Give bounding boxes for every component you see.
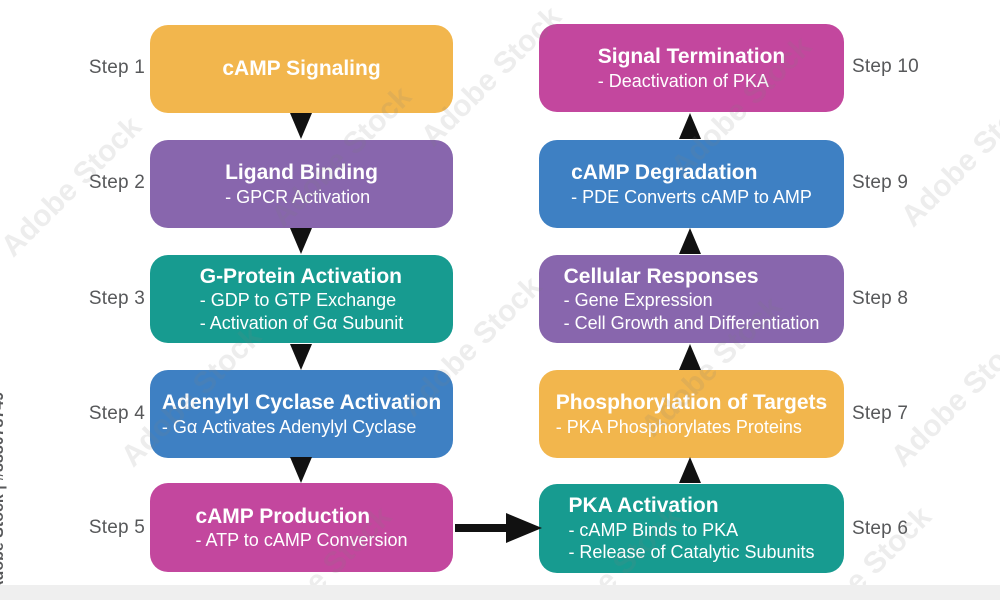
box-line: - ATP to cAMP Conversion (195, 530, 408, 551)
watermark-text: Adobe Stock (894, 80, 1000, 234)
flow-box-step-3: G-Protein Activation - GDP to GTP Exchan… (150, 255, 453, 343)
step-label-1: Step 1 (88, 57, 145, 78)
box-line: - cAMP Binds to PKA (568, 519, 739, 540)
flow-box-step-2: Ligand Binding - GPCR Activation (150, 140, 453, 228)
step-label-9: Step 9 (852, 172, 909, 193)
flow-box-step-5: cAMP Production - ATP to cAMP Conversion (150, 483, 453, 572)
arrow-up-icon (679, 344, 701, 370)
box-title: Ligand Binding (225, 161, 378, 185)
arrow-down-icon (290, 113, 312, 139)
flow-box-step-9: cAMP Degradation - PDE Converts cAMP to … (539, 140, 844, 228)
box-line: - Gα Activates Adenylyl Cyclase (161, 416, 417, 437)
arrow-up-icon (679, 113, 701, 139)
box-title: Phosphorylation of Targets (555, 391, 828, 415)
step-label-7: Step 7 (852, 403, 909, 424)
box-title: Cellular Responses (563, 264, 759, 288)
arrow-up-icon (679, 228, 701, 254)
box-line: - GDP to GTP Exchange (199, 290, 397, 311)
box-line: - PKA Phosphorylates Proteins (555, 416, 802, 437)
flow-box-step-7: Phosphorylation of Targets - PKA Phospho… (539, 370, 844, 458)
step-label-4: Step 4 (88, 403, 145, 424)
box-title: cAMP Degradation (571, 161, 758, 185)
bottom-watermark-band (0, 585, 1000, 600)
box-title: Signal Termination (597, 45, 786, 69)
arrow-down-icon (290, 228, 312, 254)
box-title: cAMP Signaling (222, 57, 381, 81)
step-label-6: Step 6 (852, 518, 909, 539)
box-line: - Activation of Gα Subunit (199, 312, 404, 333)
flow-box-step-1: cAMP Signaling (150, 25, 453, 113)
box-line: - Gene Expression (563, 290, 713, 311)
step-label-2: Step 2 (88, 172, 145, 193)
step-label-10: Step 10 (852, 56, 919, 77)
box-line: - PDE Converts cAMP to AMP (571, 186, 812, 207)
box-title: G-Protein Activation (199, 264, 402, 288)
box-line: - Release of Catalytic Subunits (568, 542, 815, 563)
box-title: cAMP Production (195, 504, 371, 528)
flow-box-step-8: Cellular Responses - Gene Expression - C… (539, 255, 844, 343)
step-label-5: Step 5 (88, 517, 145, 538)
box-title: PKA Activation (568, 494, 719, 518)
flow-box-step-4: Adenylyl Cyclase Activation - Gα Activat… (150, 370, 453, 458)
box-line: - Cell Growth and Differentiation (563, 312, 820, 333)
step-label-3: Step 3 (88, 288, 145, 309)
box-line: - Deactivation of PKA (597, 70, 769, 91)
step-label-8: Step 8 (852, 288, 909, 309)
box-title: Adenylyl Cyclase Activation (161, 391, 442, 415)
watermark-text: Adobe Stock (884, 320, 1000, 474)
flow-box-step-10: Signal Termination - Deactivation of PKA (539, 24, 844, 112)
box-line: - GPCR Activation (225, 186, 371, 207)
flow-box-step-6: PKA Activation - cAMP Binds to PKA - Rel… (539, 484, 844, 573)
stock-credit-watermark: Adobe Stock | #888078749 (0, 391, 7, 592)
arrow-up-icon (679, 457, 701, 483)
arrow-down-icon (290, 457, 312, 483)
arrow-right-icon (506, 513, 542, 543)
arrow-right-stem (455, 524, 508, 532)
arrow-down-icon (290, 344, 312, 370)
